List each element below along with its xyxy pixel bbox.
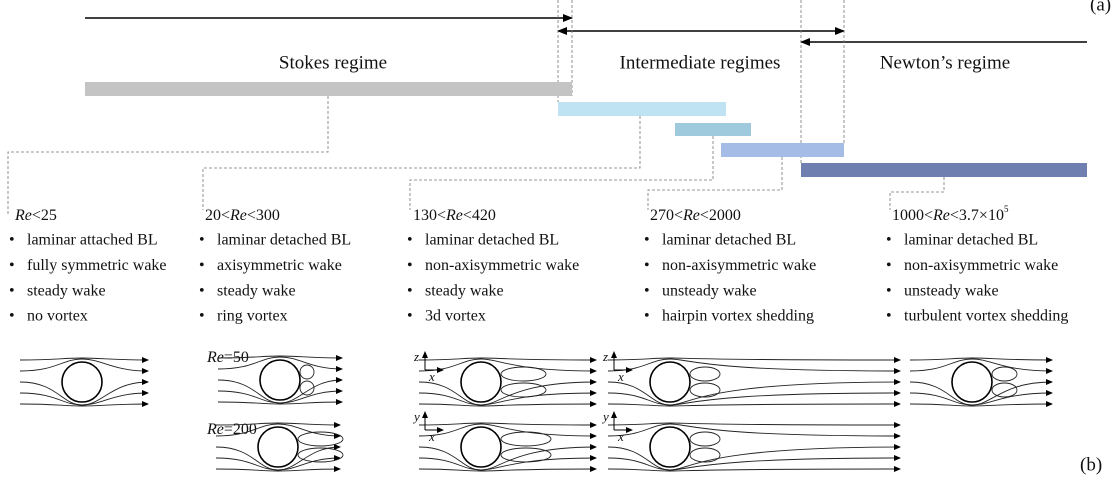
regime-label: Stokes regime — [279, 52, 387, 73]
column-heading: 20<Re<300 — [205, 207, 280, 224]
bullet-dot: • — [886, 257, 892, 274]
regime-label: Intermediate regimes — [620, 52, 781, 73]
streamline — [608, 458, 900, 470]
wake — [690, 432, 720, 446]
flow-sketch — [910, 358, 1052, 406]
flow-sketch — [419, 358, 596, 406]
sphere — [952, 362, 992, 402]
streamline — [608, 424, 900, 436]
sphere — [650, 427, 690, 467]
bullet-text: no vortex — [27, 308, 88, 325]
column-heading: Re<25 — [14, 207, 57, 224]
panel-label: (b) — [1080, 454, 1102, 475]
bullet-dot: • — [886, 232, 892, 249]
range-bars — [85, 82, 1087, 177]
axis-label: y — [601, 409, 609, 424]
bullet-text: turbulent vortex shedding — [904, 308, 1068, 325]
bullet-dot: • — [644, 257, 650, 274]
axis-label: x — [617, 429, 624, 444]
bullet-dot: • — [644, 232, 650, 249]
regime-arrows — [85, 0, 1087, 163]
sphere — [62, 362, 102, 402]
streamline — [608, 404, 900, 406]
bullet-text: laminar detached BL — [662, 232, 796, 249]
wake — [501, 367, 546, 381]
bullet-text: axisymmetric wake — [217, 257, 342, 274]
bullet-dot: • — [199, 308, 205, 325]
bullet-text: laminar detached BL — [217, 232, 351, 249]
axis-label: x — [428, 369, 435, 384]
bullet-text: steady wake — [27, 282, 106, 299]
bullet-text: 3d vortex — [425, 308, 486, 325]
streamline — [608, 423, 900, 425]
bullet-dot: • — [199, 232, 205, 249]
column-heading: 130<Re<420 — [413, 207, 496, 224]
streamline — [608, 469, 900, 471]
wake — [992, 367, 1017, 381]
bullet-text: fully symmetric wake — [27, 257, 167, 274]
sphere — [461, 362, 501, 402]
flow-sketch — [608, 423, 900, 471]
bullet-dot: • — [407, 232, 413, 249]
axis-label: x — [428, 429, 435, 444]
bullet-dot: • — [199, 257, 205, 274]
flow-sketch — [419, 423, 596, 471]
wake — [690, 383, 720, 397]
column-heading: 270<Re<2000 — [650, 207, 741, 224]
column-heading: 1000<Re<3.7×105 — [892, 204, 1009, 224]
bullet-text: non-axisymmetric wake — [904, 257, 1058, 274]
sphere — [461, 427, 501, 467]
wake — [690, 448, 720, 462]
bullet-text: laminar attached BL — [27, 232, 158, 249]
axis-label: z — [602, 349, 608, 364]
bullet-text: laminar detached BL — [904, 232, 1038, 249]
bullet-dot: • — [407, 282, 413, 299]
wake — [300, 365, 314, 379]
streamline — [608, 358, 900, 360]
sphere — [650, 362, 690, 402]
bullet-dot: • — [9, 308, 15, 325]
bullet-dot: • — [886, 282, 892, 299]
bullet-dot: • — [9, 282, 15, 299]
bullet-text: non-axisymmetric wake — [425, 257, 579, 274]
regime-label: Newton’s regime — [880, 52, 1010, 73]
streamline — [419, 423, 596, 425]
bullet-dot: • — [644, 282, 650, 299]
bullet-dot: • — [886, 308, 892, 325]
bullet-dot: • — [407, 308, 413, 325]
flow-sketch — [20, 358, 148, 406]
bullet-text: steady wake — [217, 282, 296, 299]
sphere — [258, 427, 298, 467]
bullet-text: unsteady wake — [904, 282, 999, 299]
bullet-dot: • — [199, 282, 205, 299]
streamline — [419, 358, 596, 360]
axis-label: z — [413, 349, 419, 364]
bullet-text: steady wake — [425, 282, 504, 299]
wake — [690, 367, 720, 381]
streamline — [419, 404, 596, 406]
bullet-text: hairpin vortex shedding — [662, 308, 814, 325]
streamline — [608, 393, 900, 405]
diagram: (a) Stokes regime Intermediate regimes N… — [0, 0, 1113, 489]
bullet-dot: • — [9, 257, 15, 274]
bullet-dot: • — [9, 232, 15, 249]
bullet-text: non-axisymmetric wake — [662, 257, 816, 274]
bullet-dot: • — [407, 257, 413, 274]
bullet-dot: • — [644, 308, 650, 325]
bullet-text: unsteady wake — [662, 282, 757, 299]
wake — [992, 383, 1017, 397]
wake — [501, 432, 551, 446]
flow-sketch — [608, 358, 900, 406]
bullet-text: laminar detached BL — [425, 232, 559, 249]
axis-label: y — [412, 409, 420, 424]
streamline — [608, 359, 900, 371]
sphere — [260, 360, 300, 400]
axis-label: x — [617, 369, 624, 384]
panel-label: (a) — [1090, 0, 1111, 15]
streamline — [419, 469, 596, 471]
bullet-text: ring vortex — [217, 308, 288, 325]
